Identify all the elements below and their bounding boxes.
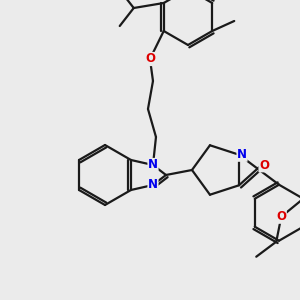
Text: N: N: [148, 178, 158, 191]
Text: O: O: [276, 210, 286, 223]
Text: N: N: [148, 158, 158, 172]
Text: N: N: [237, 148, 247, 161]
Text: O: O: [145, 52, 155, 65]
Text: O: O: [259, 159, 269, 172]
